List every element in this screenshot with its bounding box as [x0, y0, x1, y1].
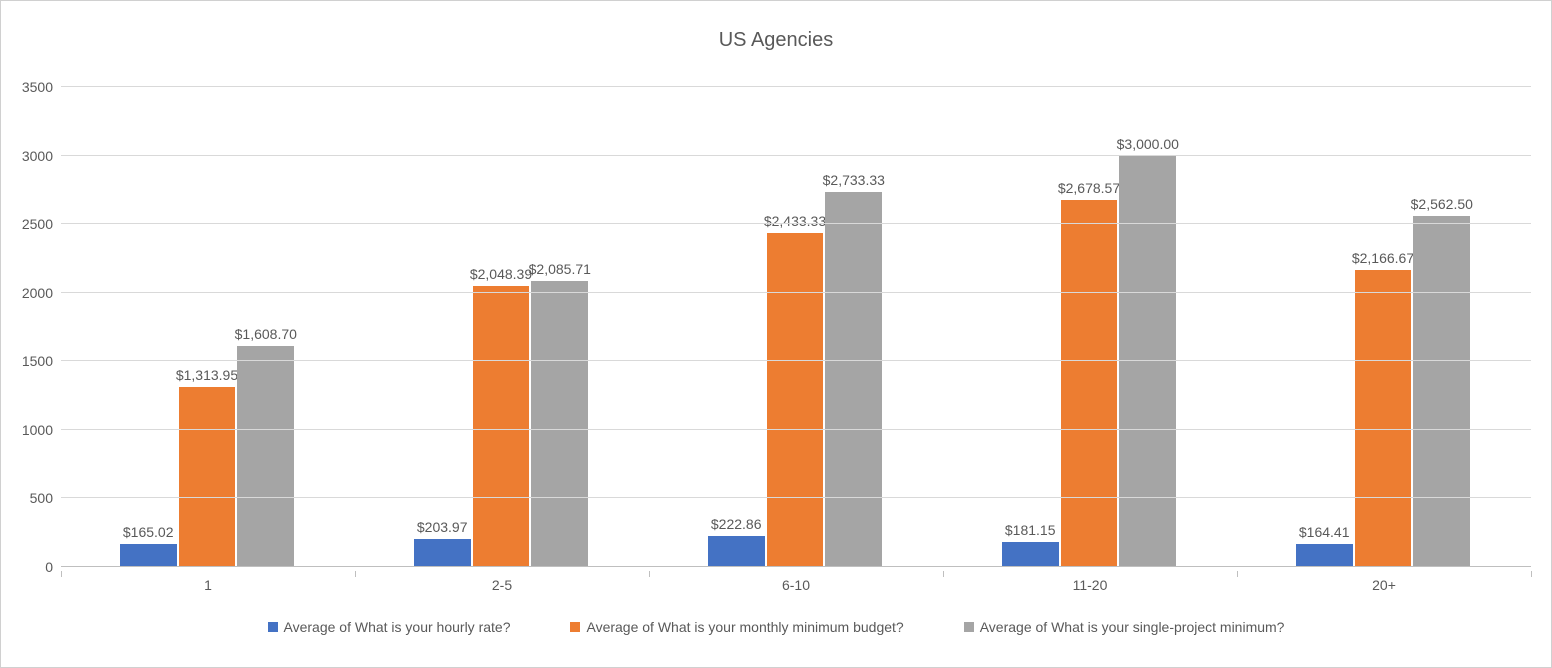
bar: $2,433.33 [767, 233, 824, 567]
bar: $2,085.71 [531, 281, 588, 567]
data-label: $3,000.00 [1117, 136, 1179, 152]
bar: $222.86 [708, 536, 765, 567]
data-label: $2,678.57 [1058, 180, 1120, 196]
x-axis-line [61, 566, 1531, 567]
data-label: $203.97 [417, 519, 468, 535]
data-label: $1,313.95 [176, 367, 238, 383]
x-tick [355, 571, 356, 577]
data-label: $164.41 [1299, 524, 1350, 540]
chart-title: US Agencies [1, 29, 1551, 52]
data-label: $2,166.67 [1352, 250, 1414, 266]
y-tick-label: 500 [30, 490, 61, 506]
bar: $164.41 [1296, 544, 1353, 567]
data-label: $2,085.71 [529, 261, 591, 277]
data-label: $222.86 [711, 516, 762, 532]
y-tick-label: 1500 [22, 353, 61, 369]
data-label: $2,048.39 [470, 266, 532, 282]
data-label: $1,608.70 [235, 326, 297, 342]
chart-container: US Agencies $165.02$1,313.95$1,608.70$20… [0, 0, 1552, 668]
bar: $1,608.70 [237, 346, 294, 567]
data-label: $165.02 [123, 524, 174, 540]
y-tick-label: 3500 [22, 79, 61, 95]
y-tick-label: 0 [45, 559, 61, 575]
x-tick-label: 2-5 [492, 577, 512, 593]
legend: Average of What is your hourly rate? Aver… [1, 619, 1551, 635]
bar: $2,048.39 [473, 286, 530, 567]
y-tick-label: 2500 [22, 216, 61, 232]
gridline [61, 223, 1531, 224]
legend-label: Average of What is your monthly minimum … [586, 619, 903, 635]
x-tick [1531, 571, 1532, 577]
legend-swatch [570, 622, 580, 632]
gridline [61, 155, 1531, 156]
x-tick-label: 11-20 [1073, 577, 1108, 593]
legend-item: Average of What is your monthly minimum … [570, 619, 903, 635]
x-tick [1237, 571, 1238, 577]
bar: $2,733.33 [825, 192, 882, 567]
x-tick-label: 6-10 [782, 577, 810, 593]
data-label: $2,433.33 [764, 213, 826, 229]
gridline [61, 86, 1531, 87]
plot-area: $165.02$1,313.95$1,608.70$203.97$2,048.3… [61, 86, 1531, 567]
bar: $2,562.50 [1413, 216, 1470, 567]
x-tick-label: 1 [204, 577, 212, 593]
x-tick [943, 571, 944, 577]
data-label: $2,733.33 [823, 172, 885, 188]
bars-layer: $165.02$1,313.95$1,608.70$203.97$2,048.3… [61, 87, 1531, 567]
bar: $2,678.57 [1061, 200, 1118, 567]
x-tick-label: 20+ [1372, 577, 1396, 593]
x-tick [61, 571, 62, 577]
data-label: $2,562.50 [1411, 196, 1473, 212]
y-tick-label: 2000 [22, 285, 61, 301]
gridline [61, 292, 1531, 293]
gridline [61, 497, 1531, 498]
gridline [61, 360, 1531, 361]
x-tick [649, 571, 650, 577]
y-tick-label: 3000 [22, 148, 61, 164]
legend-item: Average of What is your hourly rate? [268, 619, 511, 635]
bar: $181.15 [1002, 542, 1059, 567]
legend-swatch [268, 622, 278, 632]
legend-item: Average of What is your single-project m… [964, 619, 1285, 635]
bar: $203.97 [414, 539, 471, 567]
legend-swatch [964, 622, 974, 632]
bar: $165.02 [120, 544, 177, 567]
bar: $2,166.67 [1355, 270, 1412, 567]
legend-label: Average of What is your hourly rate? [284, 619, 511, 635]
gridline [61, 429, 1531, 430]
data-label: $181.15 [1005, 522, 1056, 538]
bar: $1,313.95 [179, 387, 236, 567]
y-tick-label: 1000 [22, 422, 61, 438]
legend-label: Average of What is your single-project m… [980, 619, 1285, 635]
